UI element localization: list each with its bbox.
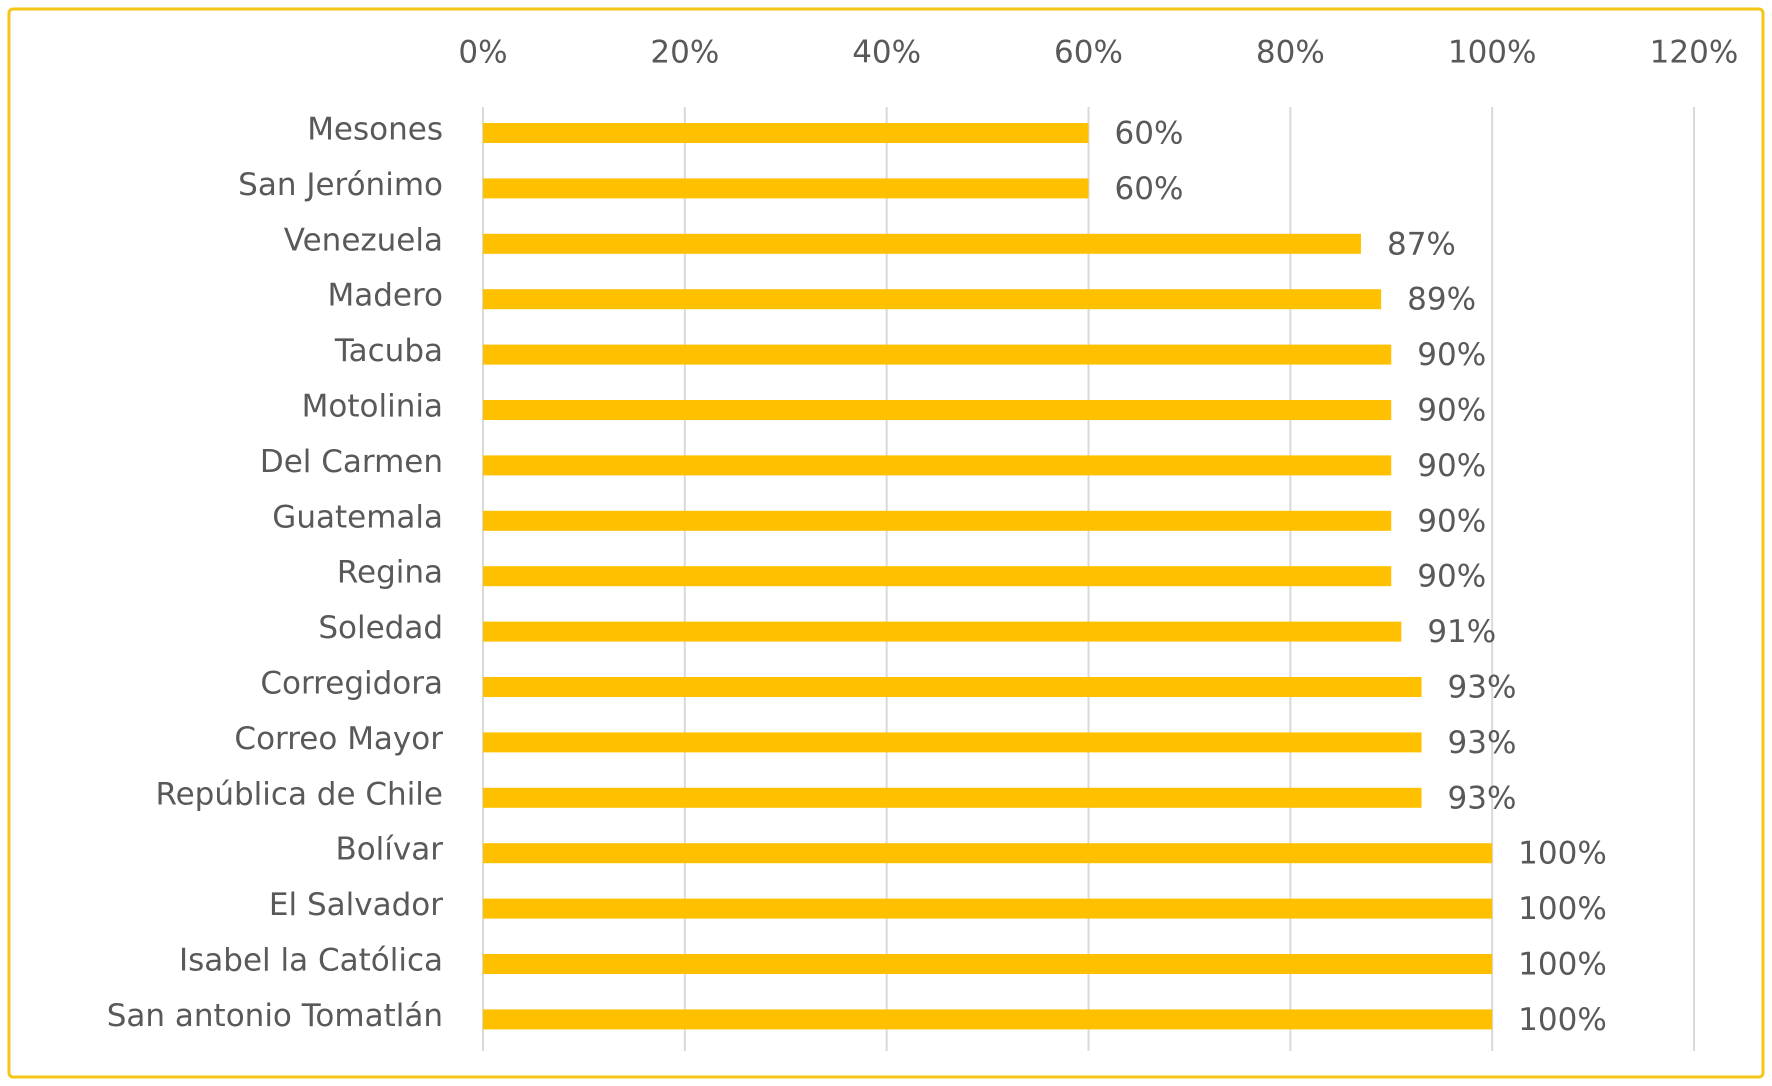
x-tick-label: 20% [650, 35, 719, 71]
x-tick-label: 80% [1256, 35, 1325, 71]
bar [483, 1009, 1493, 1030]
y-tick-label: Guatemala [272, 499, 443, 535]
bar [483, 178, 1089, 199]
y-tick-label: Madero [327, 278, 443, 314]
data-label: 90% [1417, 559, 1486, 595]
bar [483, 732, 1422, 753]
data-label: 93% [1448, 780, 1517, 816]
data-label: 100% [1518, 836, 1607, 872]
data-label: 93% [1448, 725, 1517, 761]
bar [483, 566, 1392, 587]
x-tick-label: 0% [458, 35, 507, 71]
bar [483, 787, 1422, 808]
bar [483, 400, 1392, 420]
x-tick-label: 100% [1448, 35, 1537, 71]
data-label: 60% [1115, 116, 1184, 152]
data-label: 90% [1417, 448, 1486, 484]
y-tick-label: San Jerónimo [238, 167, 443, 203]
y-tick-label: República de Chile [155, 776, 443, 812]
y-tick-label: San antonio Tomatlán [107, 998, 443, 1034]
data-label: 90% [1417, 503, 1486, 539]
y-tick-label: Mesones [307, 112, 443, 148]
bar [483, 233, 1361, 254]
data-label: 100% [1518, 1002, 1607, 1038]
y-tick-label: Regina [337, 555, 443, 591]
bar [483, 843, 1493, 864]
y-tick-label: Del Carmen [260, 444, 443, 480]
y-tick-label: Soledad [318, 610, 443, 646]
data-label: 91% [1427, 614, 1496, 650]
bar [483, 621, 1402, 642]
data-label: 87% [1387, 226, 1456, 262]
y-tick-label: Bolívar [335, 832, 443, 868]
x-tick-label: 40% [852, 35, 921, 71]
y-tick-label: Corregidora [260, 666, 443, 702]
bar [483, 123, 1089, 143]
bar [483, 954, 1493, 974]
data-label: 100% [1518, 891, 1607, 927]
bar [483, 677, 1422, 697]
bar [483, 289, 1382, 310]
y-tick-label: Correo Mayor [234, 721, 443, 757]
y-tick-label: Venezuela [284, 222, 443, 258]
data-label: 100% [1518, 947, 1607, 983]
bar [483, 455, 1392, 476]
data-label: 89% [1407, 282, 1476, 318]
x-tick-label: 60% [1054, 35, 1123, 71]
y-tick-label: Isabel la Católica [179, 943, 443, 979]
bar [483, 510, 1392, 531]
y-tick-label: Tacuba [334, 333, 443, 369]
frame [7, 7, 1765, 1079]
data-label: 90% [1417, 393, 1486, 429]
bar [483, 898, 1493, 919]
bar [483, 344, 1392, 365]
x-tick-label: 120% [1650, 35, 1739, 71]
y-tick-label: Motolinia [302, 389, 443, 425]
data-label: 93% [1448, 670, 1517, 706]
data-label: 60% [1115, 171, 1184, 207]
data-label: 90% [1417, 337, 1486, 373]
y-tick-label: El Salvador [269, 887, 443, 923]
